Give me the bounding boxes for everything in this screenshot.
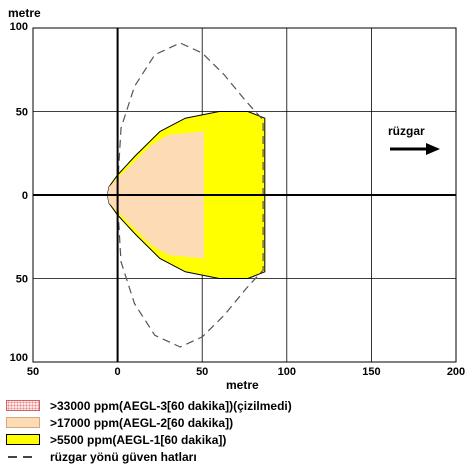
x-tick-label: 100 [278, 366, 296, 378]
y-axis-title: metre [8, 6, 41, 20]
x-tick-label: 50 [196, 366, 208, 378]
x-tick-label: 200 [447, 366, 465, 378]
legend-swatch-aegl3 [6, 400, 40, 411]
legend-item-aegl1: >5500 ppm(AEGL-1[60 dakika]) [6, 431, 461, 448]
x-tick-label: 50 [27, 366, 39, 378]
x-tick-label: 150 [362, 366, 380, 378]
y-tick-label: 50 [16, 107, 28, 119]
x-axis-title: metre [226, 378, 259, 392]
legend-swatch-confidence [6, 451, 40, 462]
y-tick-label: 100 [10, 21, 28, 33]
y-tick-label: 100 [10, 352, 28, 364]
legend-item-aegl3: >33000 ppm(AEGL-3[60 dakika])(çizilmedi) [6, 397, 461, 414]
legend-label-aegl3: >33000 ppm(AEGL-3[60 dakika])(çizilmedi) [50, 398, 292, 413]
chart-plot: 100 50 0 50 100 50 0 50 100 150 200 metre metre r… [8, 6, 465, 392]
x-tick-label: 0 [115, 366, 121, 378]
y-tick-labels: 100 50 0 50 100 [10, 21, 28, 364]
y-tick-label: 0 [22, 190, 28, 202]
legend-swatch-aegl1 [6, 434, 40, 445]
wind-label: rüzgar [388, 124, 425, 138]
x-tick-labels: 50 0 50 100 150 200 [27, 366, 465, 378]
y-tick-label: 50 [16, 274, 28, 286]
legend-label-aegl2: >17000 ppm(AEGL-2[60 dakika]) [50, 415, 234, 430]
legend-item-aegl2: >17000 ppm(AEGL-2[60 dakika]) [6, 414, 461, 431]
wind-arrow-icon [390, 143, 440, 155]
legend: >33000 ppm(AEGL-3[60 dakika])(çizilmedi)… [6, 397, 461, 465]
legend-item-confidence: rüzgar yönü güven hatları [6, 448, 461, 465]
legend-label-confidence: rüzgar yönü güven hatları [50, 449, 197, 464]
legend-label-aegl1: >5500 ppm(AEGL-1[60 dakika]) [50, 432, 227, 447]
legend-swatch-aegl2 [6, 417, 40, 428]
